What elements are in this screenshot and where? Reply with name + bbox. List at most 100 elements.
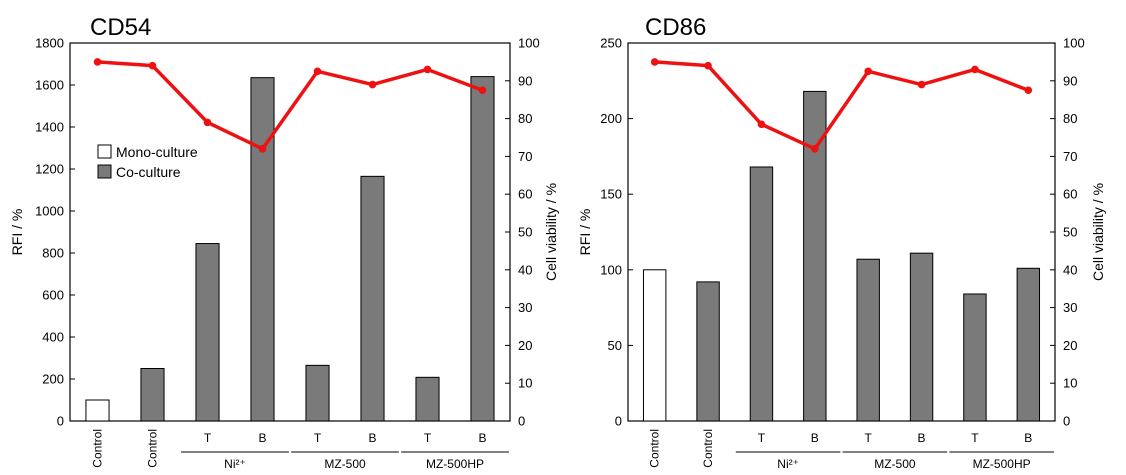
group-label: Ni²⁺: [777, 457, 799, 471]
viability-point: [650, 58, 659, 66]
viability-point: [423, 65, 432, 74]
bar: [963, 293, 987, 422]
plot-frame: [627, 42, 1056, 422]
y2-tick-label: 50: [1063, 225, 1077, 240]
legend-swatch: [97, 144, 112, 159]
y-tick-label: 1200: [35, 162, 64, 177]
y-tick-label: 0: [615, 414, 622, 429]
viability-point: [971, 65, 979, 74]
cd54-chart: CD54 0 200 400 600 800 1000 1200 1400 1600 1800 0 1…: [9, 14, 559, 471]
y-tick-label: 1600: [35, 78, 64, 93]
bar: [749, 166, 774, 422]
y2-tick-label: 90: [518, 73, 532, 88]
y-tick-label: 1000: [35, 204, 64, 219]
chart-title: CD54: [90, 14, 151, 41]
y-tick-label: 200: [600, 111, 622, 126]
viability-point: [313, 67, 322, 76]
x-category-label: B: [811, 431, 819, 445]
y2-tick-label: 10: [518, 376, 532, 391]
group-label: Ni²⁺: [224, 457, 246, 471]
group-label: MZ-500HP: [426, 457, 484, 471]
group-label: MZ-500: [874, 457, 916, 471]
viability-point: [917, 80, 926, 89]
y2-axis-label: Cell viability / %: [1090, 183, 1106, 281]
x-category-label: T: [314, 431, 322, 445]
y-axis-label: RFI / %: [9, 209, 25, 256]
y2-tick-label: 10: [1063, 376, 1077, 391]
legend-label: Co-culture: [116, 164, 181, 180]
y-tick-label: 800: [42, 246, 64, 261]
y2-tick-label: 0: [518, 414, 525, 429]
bar: [642, 269, 667, 422]
y2-tick-label: 40: [1063, 262, 1077, 277]
viability-point: [93, 58, 102, 66]
viability-point: [811, 145, 819, 153]
y2-tick-label: 20: [518, 338, 532, 353]
x-category-label: B: [478, 431, 486, 445]
viability-point: [148, 61, 157, 70]
bar: [803, 90, 827, 422]
cd86-chart: CD86 0 50 100 150 200 250 0 10 20 30 40 50 60 70 80 90 1…: [577, 14, 1106, 471]
bar: [1016, 267, 1041, 422]
y2-tick-label: 60: [1063, 187, 1077, 202]
y2-tick-label: 100: [518, 36, 540, 51]
x-category-label: T: [204, 431, 212, 445]
y2-tick-label: 80: [1063, 111, 1077, 126]
bar: [250, 77, 275, 422]
y-tick-label: 0: [57, 414, 64, 429]
y2-tick-label: 0: [1063, 414, 1070, 429]
x-category-label: T: [758, 431, 766, 445]
bar: [470, 76, 495, 422]
x-category-label: Control: [648, 429, 662, 468]
legend: Mono-culture Co-culture: [97, 144, 198, 180]
bar: [85, 399, 110, 422]
y-tick-label: 600: [42, 288, 64, 303]
viability-line: [654, 60, 1029, 151]
y2-tick-label: 40: [518, 262, 532, 277]
y2-tick-label: 80: [518, 111, 532, 126]
bar: [195, 243, 220, 422]
y2-tick-label: 100: [1063, 36, 1085, 51]
x-category-label: B: [918, 431, 926, 445]
y2-tick-label: 60: [518, 187, 532, 202]
viability-point: [1024, 86, 1033, 95]
y-tick-label: 1400: [35, 120, 64, 135]
bar: [305, 364, 330, 422]
y2-tick-label: 50: [518, 225, 532, 240]
x-category-label: B: [1024, 431, 1032, 445]
bar: [415, 376, 440, 422]
viability-point: [864, 67, 872, 76]
y-tick-label: 100: [600, 262, 622, 277]
x-category-label: T: [865, 431, 873, 445]
y-tick-label: 250: [600, 36, 622, 51]
viability-point: [258, 145, 267, 153]
y2-tick-label: 70: [518, 149, 532, 164]
y2-tick-label: 30: [518, 300, 532, 315]
bar: [696, 281, 720, 422]
y2-tick-label: 70: [1063, 149, 1077, 164]
legend-label: Mono-culture: [116, 144, 198, 160]
y2-axis-label: Cell viability / %: [543, 183, 559, 281]
viability-point: [704, 61, 712, 70]
x-category-label: B: [258, 431, 266, 445]
chart-title: CD86: [645, 14, 706, 41]
bar: [360, 175, 385, 422]
y2-tick-label: 30: [1063, 300, 1077, 315]
y2-tick-label: 90: [1063, 73, 1077, 88]
viability-point: [368, 80, 377, 89]
bar: [856, 258, 880, 422]
y2-tick-label: 20: [1063, 338, 1077, 353]
x-category-label: Control: [146, 429, 160, 468]
group-label: MZ-500: [324, 457, 366, 471]
x-category-label: Control: [91, 429, 105, 468]
x-category-label: B: [368, 431, 376, 445]
viability-point: [203, 118, 212, 127]
x-category-label: T: [424, 431, 432, 445]
y-axis-label: RFI / %: [577, 209, 593, 256]
bar: [909, 252, 934, 422]
x-category-label: T: [971, 431, 979, 445]
viability-point: [478, 86, 487, 95]
plot-frame: [69, 42, 511, 422]
y-tick-label: 200: [42, 372, 64, 387]
